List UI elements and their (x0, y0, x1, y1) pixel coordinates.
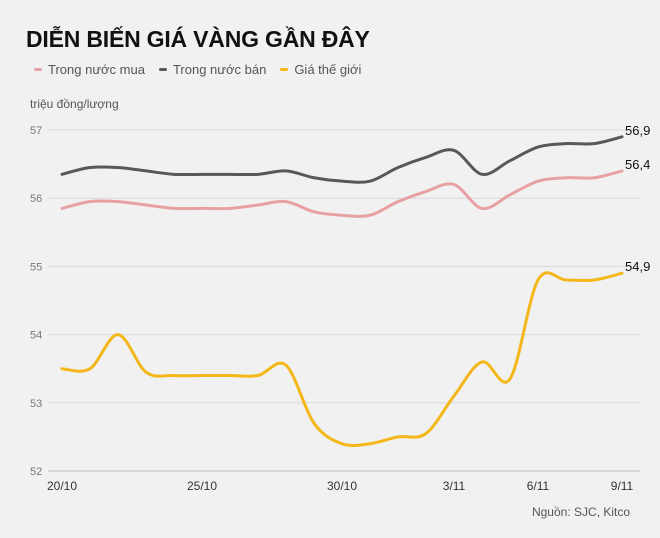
source-note: Nguồn: SJC, Kitco (531, 505, 630, 519)
y-tick-label: 53 (30, 398, 42, 410)
legend: Trong nước mua Trong nước bán Giá thế gi… (34, 62, 361, 77)
y-tick-label: 52 (30, 466, 42, 478)
y-axis-label: triệu đồng/lượng (30, 97, 119, 111)
legend-swatch (34, 68, 42, 71)
legend-swatch (158, 68, 167, 71)
x-tick-label: 9/11 (611, 479, 634, 493)
x-tick-label: 3/11 (443, 479, 466, 493)
legend-label: Trong nước bán (172, 62, 267, 77)
end-value-label: 56,9 (625, 123, 650, 138)
y-tick-label: 55 (30, 261, 42, 273)
series-line-2 (60, 271, 624, 448)
y-tick-label: 56 (30, 193, 42, 205)
legend-label: Giá thế giới (294, 62, 362, 77)
legend-item-buy: Trong nước mua (34, 62, 145, 77)
x-tick-label: 6/11 (527, 479, 550, 493)
legend-item-world: Giá thế giới (280, 62, 361, 77)
series-line-1 (60, 135, 624, 184)
chart-title: DIỄN BIẾN GIÁ VÀNG GẦN ĐÂY (26, 26, 370, 52)
x-tick-label: 25/10 (187, 479, 217, 493)
x-tick-label: 20/10 (47, 479, 77, 493)
x-tick-label: 30/10 (327, 479, 357, 493)
series-line-0 (60, 169, 624, 218)
legend-item-sell: Trong nước bán (158, 62, 267, 77)
end-value-label: 54,9 (625, 259, 650, 274)
legend-label: Trong nước mua (48, 62, 145, 77)
legend-swatch (280, 68, 289, 71)
end-value-label: 56,4 (625, 157, 650, 172)
y-tick-label: 57 (30, 125, 42, 137)
y-tick-label: 54 (30, 330, 42, 342)
